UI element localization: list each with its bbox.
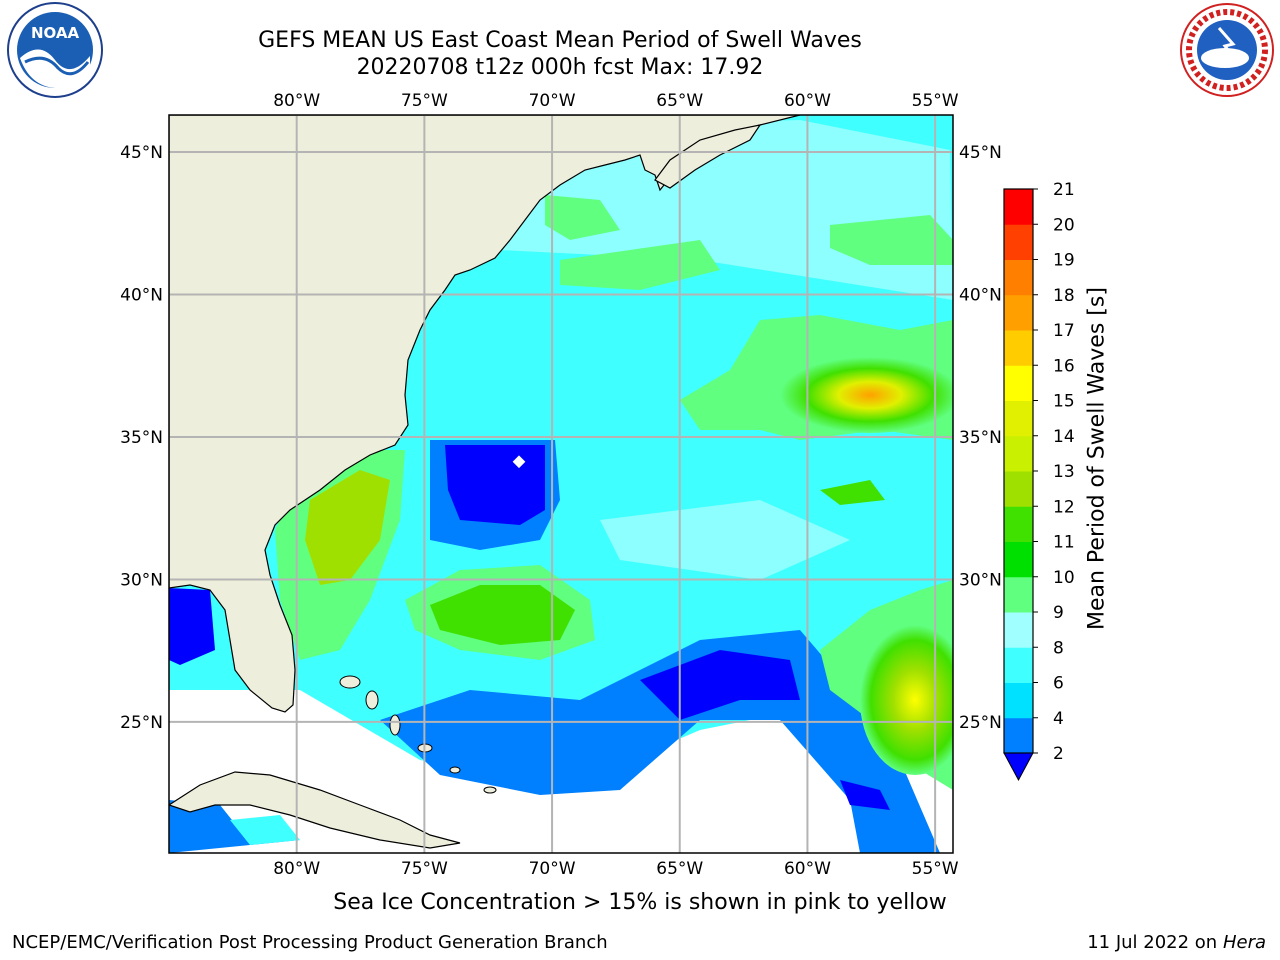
lon-tick-label-top: 55°W <box>912 91 959 111</box>
colorbar-tick-label: 19 <box>1053 251 1075 271</box>
lat-tick-label-right: 35°N <box>959 428 1002 448</box>
lat-tick-label-right: 25°N <box>959 713 1002 733</box>
colorbar-tick-label: 16 <box>1053 356 1075 376</box>
lon-tick-label-top: 75°W <box>401 91 448 111</box>
colorbar-tick-label: 21 <box>1053 180 1075 200</box>
lat-tick-label-right: 40°N <box>959 286 1002 306</box>
svg-text:NOAA: NOAA <box>31 24 80 42</box>
colorbar-tick-label: 15 <box>1053 392 1075 412</box>
colorbar-segment <box>1004 224 1033 260</box>
colorbar-segment <box>1004 330 1033 366</box>
land-north-america <box>169 115 801 713</box>
nws-logo <box>1180 3 1274 97</box>
colorbar-tick-label: 4 <box>1053 709 1064 729</box>
lon-tick-label-top: 80°W <box>273 91 320 111</box>
colorbar-tick-label: 9 <box>1053 603 1064 623</box>
colorbar-segment <box>1004 365 1033 401</box>
lon-tick-label-bottom: 80°W <box>273 859 320 879</box>
colorbar-segment <box>1004 189 1033 225</box>
sea-ice-note: Sea Ice Concentration > 15% is shown in … <box>333 890 947 915</box>
lon-tick-label-top: 65°W <box>656 91 703 111</box>
lon-tick-label-bottom: 55°W <box>912 859 959 879</box>
gridlines <box>169 115 953 853</box>
map-frame <box>168 114 954 854</box>
lat-tick-label-right: 30°N <box>959 570 1002 590</box>
colorbar-tick-label: 20 <box>1053 215 1075 235</box>
lon-tick-label-bottom: 65°W <box>656 859 703 879</box>
lon-tick-label-top: 70°W <box>529 91 576 111</box>
lat-tick-label-right: 45°N <box>959 143 1002 163</box>
machine-name: Hera <box>1222 932 1266 953</box>
tick-labels: 80°W 80°W 75°W 75°W 70°W 70°W 65°W 65°W 60°W 60°W… <box>120 91 1002 879</box>
run-date: 11 Jul 2022 on Hera <box>1087 932 1266 953</box>
land-bahamas <box>339 675 497 794</box>
lon-tick-label-bottom: 75°W <box>401 859 448 879</box>
colorbar-segment <box>1004 541 1033 578</box>
run-date-value: 11 Jul 2022 <box>1087 932 1190 953</box>
colorbar-segment <box>1004 717 1033 754</box>
colorbar-segment <box>1004 576 1033 613</box>
lon-tick-label-top: 60°W <box>784 91 831 111</box>
land-nova-scotia <box>654 124 762 189</box>
colorbar-segment <box>1004 506 1033 542</box>
lon-tick-label-bottom: 60°W <box>784 859 831 879</box>
colorbar: 2 4 6 8 9 10 11 12 13 14 15 16 17 18 19 20 21 <box>1003 180 1075 782</box>
colorbar-segment <box>1004 647 1033 683</box>
map-plot-area <box>169 115 953 853</box>
land-cuba <box>169 771 461 849</box>
colorbar-tick-label: 11 <box>1053 533 1075 553</box>
lat-tick-label-left: 25°N <box>120 713 163 733</box>
colorbar-tick-label: 10 <box>1053 568 1075 588</box>
colorbar-extend-arrow <box>1003 752 1034 782</box>
colorbar-tick-label: 6 <box>1053 674 1064 694</box>
colorbar-segment <box>1004 259 1033 296</box>
chart-subtitle: 20220708 t12z 000h fcst Max: 17.92 <box>356 55 764 80</box>
credit-text: NCEP/EMC/Verification Post Processing Pr… <box>12 932 608 953</box>
colorbar-tick-label: 18 <box>1053 286 1075 306</box>
noaa-logo: NOAA <box>7 2 103 98</box>
colorbar-segment <box>1004 400 1033 437</box>
colorbar-tick-label: 12 <box>1053 497 1075 517</box>
lon-tick-label-bottom: 70°W <box>529 859 576 879</box>
colorbar-tick-label: 13 <box>1053 462 1075 482</box>
colorbar-segment <box>1004 435 1033 472</box>
colorbar-tick-label: 14 <box>1053 427 1075 447</box>
chart-title: GEFS MEAN US East Coast Mean Period of S… <box>258 28 862 53</box>
lat-tick-label-left: 40°N <box>120 286 163 306</box>
colorbar-label: Mean Period of Swell Waves [s] <box>1084 287 1110 630</box>
lat-tick-label-left: 35°N <box>120 428 163 448</box>
lat-tick-label-left: 30°N <box>120 570 163 590</box>
colorbar-segment <box>1004 612 1033 648</box>
colorbar-segment <box>1004 294 1033 331</box>
colorbar-segment <box>1004 471 1033 507</box>
colorbar-segment <box>1004 682 1033 719</box>
lat-tick-label-left: 45°N <box>120 143 163 163</box>
colorbar-tick-label: 17 <box>1053 321 1075 341</box>
run-date-on: on <box>1194 932 1218 953</box>
colorbar-tick-label: 8 <box>1053 638 1064 658</box>
colorbar-tick-label: 2 <box>1053 744 1064 764</box>
